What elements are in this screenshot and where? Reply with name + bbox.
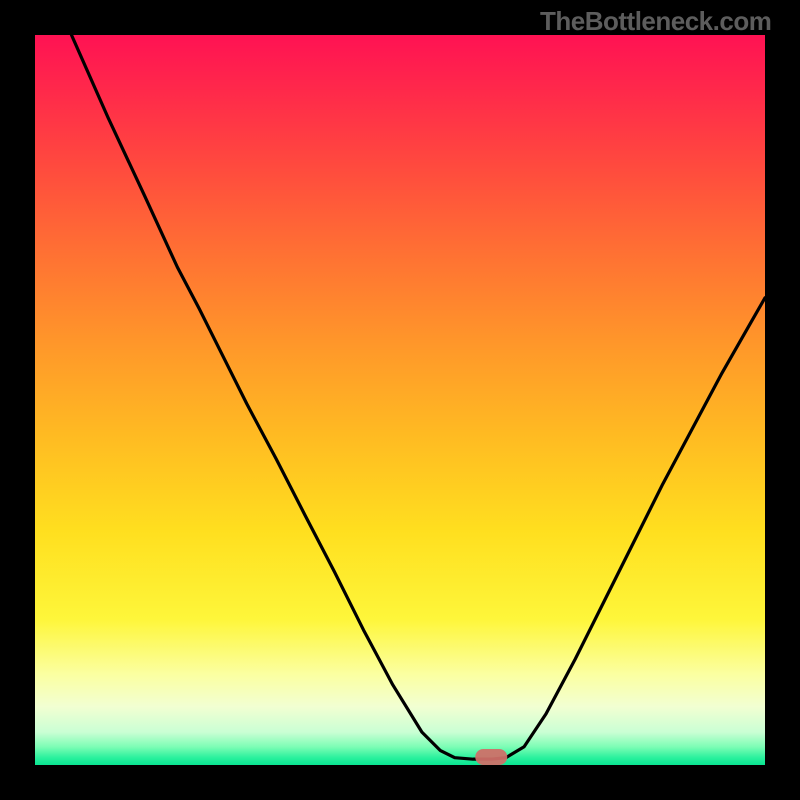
chart-frame: TheBottleneck.com <box>0 0 800 800</box>
optimal-marker <box>475 749 507 765</box>
gradient-background <box>35 35 765 765</box>
watermark-text: TheBottleneck.com <box>540 6 771 37</box>
plot-area <box>35 35 765 765</box>
